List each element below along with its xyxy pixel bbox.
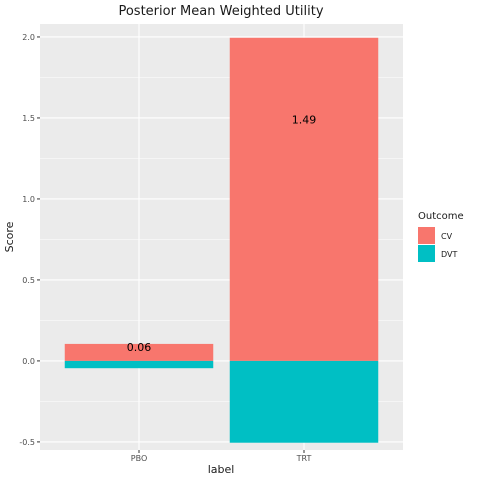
y-axis: -0.5 0.0 0.5 1.0 1.5 2.0: [19, 33, 40, 447]
y-axis-title: Score: [3, 221, 16, 252]
bar-pbo-cv: [64, 343, 214, 361]
chart-title: Posterior Mean Weighted Utility: [118, 4, 323, 19]
legend-title: Outcome: [418, 211, 464, 222]
bar-pbo-dvt: [64, 360, 214, 369]
bar-trt-cv: [229, 37, 379, 361]
y-tick-label: 1.0: [22, 195, 35, 204]
legend-label-cv: CV: [441, 232, 453, 241]
y-tick-label: -0.5: [19, 438, 35, 447]
y-tick-label: 0.0: [22, 357, 35, 366]
bars: [64, 37, 379, 443]
bar-trt-dvt: [229, 360, 379, 443]
legend-key-cv: [418, 227, 435, 244]
data-label-trt: 1.49: [292, 114, 317, 127]
legend-label-dvt: DVT: [441, 250, 457, 259]
legend: Outcome CV DVT: [418, 211, 464, 262]
y-tick-label: 0.5: [22, 276, 35, 285]
y-tick-label: 1.5: [22, 114, 35, 123]
data-labels: 0.06 1.49: [127, 114, 317, 355]
x-axis: PBO TRT: [131, 450, 312, 463]
x-tick-label: PBO: [131, 454, 147, 463]
y-tick-label: 2.0: [22, 33, 35, 42]
x-axis-title: label: [208, 463, 235, 476]
x-tick-label: TRT: [296, 454, 312, 463]
data-label-pbo: 0.06: [127, 341, 152, 354]
legend-key-dvt: [418, 245, 435, 262]
